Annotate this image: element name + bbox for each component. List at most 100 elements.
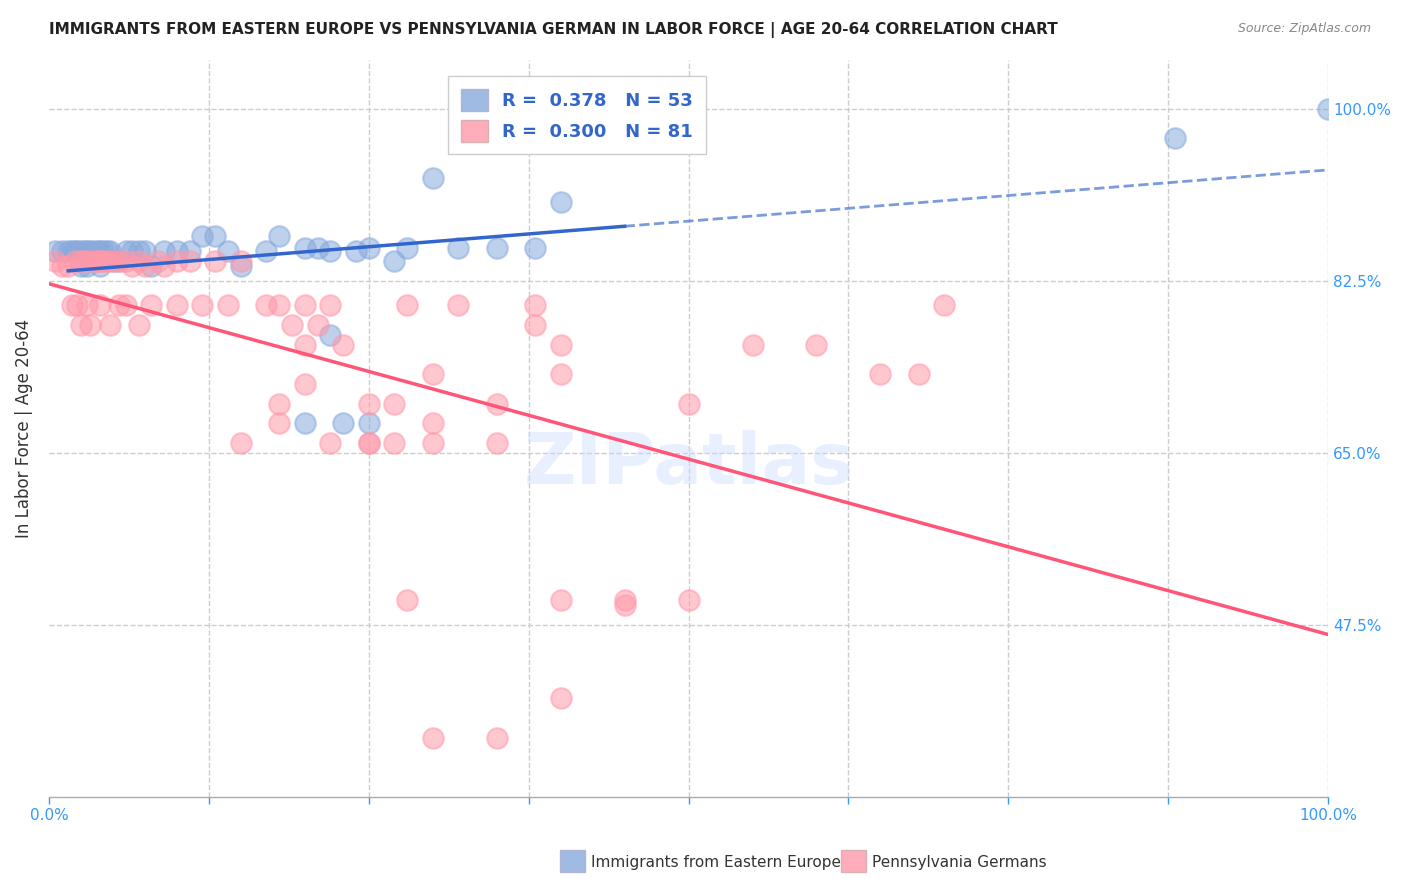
Point bbox=[70, 318, 93, 332]
Point bbox=[934, 298, 956, 312]
Point bbox=[51, 244, 73, 259]
Point bbox=[108, 254, 131, 268]
Point bbox=[153, 244, 176, 259]
Point bbox=[550, 367, 572, 381]
Point bbox=[73, 244, 96, 259]
Point bbox=[485, 241, 508, 255]
Point bbox=[76, 259, 98, 273]
Point bbox=[396, 593, 419, 607]
Point bbox=[741, 337, 763, 351]
Point bbox=[307, 241, 329, 255]
Point bbox=[382, 436, 405, 450]
Text: Source: ZipAtlas.com: Source: ZipAtlas.com bbox=[1237, 22, 1371, 36]
Point bbox=[447, 298, 470, 312]
Point bbox=[319, 244, 342, 259]
Point bbox=[422, 367, 444, 381]
Point bbox=[217, 244, 239, 259]
Point bbox=[86, 244, 108, 259]
Point bbox=[91, 254, 114, 268]
Point bbox=[485, 436, 508, 450]
Text: Pennsylvania Germans: Pennsylvania Germans bbox=[872, 855, 1046, 870]
Point bbox=[191, 229, 214, 244]
Point bbox=[56, 244, 79, 259]
Point bbox=[294, 337, 316, 351]
Point bbox=[678, 396, 700, 410]
Point bbox=[550, 337, 572, 351]
Point bbox=[63, 244, 86, 259]
Point bbox=[114, 298, 136, 312]
Point bbox=[86, 254, 108, 268]
Point bbox=[678, 593, 700, 607]
Point bbox=[229, 254, 252, 268]
Point bbox=[485, 731, 508, 745]
Point bbox=[89, 298, 111, 312]
Point bbox=[166, 298, 188, 312]
Point bbox=[319, 327, 342, 342]
Point bbox=[269, 396, 291, 410]
Point bbox=[550, 593, 572, 607]
Point bbox=[100, 244, 122, 259]
Point bbox=[134, 244, 156, 259]
Point bbox=[134, 259, 156, 273]
Point bbox=[114, 254, 136, 268]
Point bbox=[550, 691, 572, 706]
Point bbox=[121, 244, 143, 259]
Point bbox=[108, 254, 131, 268]
Point bbox=[524, 318, 547, 332]
Point bbox=[44, 244, 66, 259]
Point bbox=[357, 436, 380, 450]
Point bbox=[70, 254, 93, 268]
Point bbox=[153, 259, 176, 273]
Point bbox=[76, 298, 98, 312]
Bar bbox=[841, 850, 866, 872]
Point bbox=[294, 416, 316, 430]
Point bbox=[66, 244, 89, 259]
Point bbox=[101, 254, 124, 268]
Point bbox=[114, 244, 136, 259]
Point bbox=[396, 241, 419, 255]
Point bbox=[485, 396, 508, 410]
Point bbox=[1317, 102, 1340, 116]
Point bbox=[179, 244, 201, 259]
Point bbox=[281, 318, 304, 332]
Point bbox=[869, 367, 891, 381]
Bar bbox=[560, 850, 585, 872]
Point bbox=[422, 416, 444, 430]
Point bbox=[128, 318, 150, 332]
Point bbox=[141, 259, 163, 273]
Point bbox=[51, 259, 73, 273]
Point bbox=[422, 731, 444, 745]
Point bbox=[73, 254, 96, 268]
Point bbox=[269, 298, 291, 312]
Point bbox=[447, 241, 470, 255]
Point bbox=[121, 259, 143, 273]
Point bbox=[60, 298, 83, 312]
Text: Immigrants from Eastern Europe: Immigrants from Eastern Europe bbox=[591, 855, 841, 870]
Point bbox=[89, 244, 111, 259]
Point bbox=[254, 298, 277, 312]
Point bbox=[179, 254, 201, 268]
Point bbox=[254, 244, 277, 259]
Point bbox=[79, 244, 101, 259]
Point bbox=[229, 436, 252, 450]
Point bbox=[60, 244, 83, 259]
Point bbox=[89, 254, 111, 268]
Point bbox=[332, 337, 354, 351]
Point bbox=[229, 259, 252, 273]
Point bbox=[83, 244, 105, 259]
Point bbox=[344, 244, 367, 259]
Point bbox=[806, 337, 828, 351]
Text: ZIPatlas: ZIPatlas bbox=[523, 431, 853, 500]
Point bbox=[422, 170, 444, 185]
Point bbox=[204, 254, 226, 268]
Point bbox=[96, 244, 118, 259]
Point bbox=[76, 244, 98, 259]
Point bbox=[44, 254, 66, 268]
Point bbox=[101, 254, 124, 268]
Point bbox=[613, 598, 636, 612]
Point bbox=[146, 254, 169, 268]
Point bbox=[70, 259, 93, 273]
Point bbox=[70, 244, 93, 259]
Point bbox=[1163, 131, 1185, 145]
Point bbox=[550, 195, 572, 210]
